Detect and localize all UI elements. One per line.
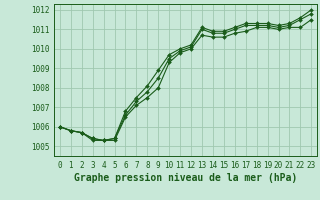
X-axis label: Graphe pression niveau de la mer (hPa): Graphe pression niveau de la mer (hPa) bbox=[74, 173, 297, 183]
